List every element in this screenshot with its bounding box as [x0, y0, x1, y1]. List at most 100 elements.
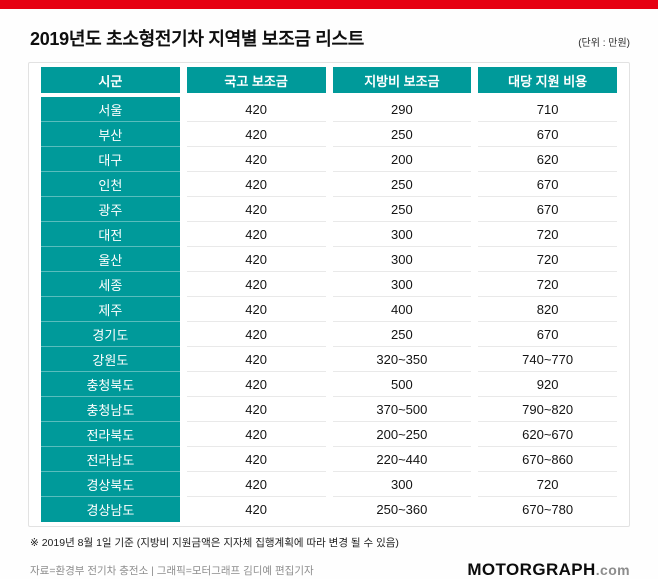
value-cell: 420: [186, 372, 326, 397]
footnote: ※ 2019년 8월 1일 기준 (지방비 지원금액은 지자체 집행계획에 따라…: [30, 537, 399, 549]
value-cell: 200~250: [332, 422, 472, 447]
value-cell: 420: [186, 422, 326, 447]
header-row: 시군 국고 보조금 지방비 보조금 대당 지원 비용: [41, 67, 617, 97]
value-cell: 400: [332, 297, 472, 322]
value-cell: 670: [478, 172, 617, 197]
table-row: 세종 420 300 720: [41, 272, 617, 297]
table-header: 시군 국고 보조금 지방비 보조금 대당 지원 비용: [41, 67, 617, 97]
region-cell: 부산: [41, 122, 180, 147]
header: 2019년도 초소형전기차 지역별 보조금 리스트 (단위 : 만원): [0, 9, 658, 62]
value-cell: 720: [478, 222, 617, 247]
value-cell: 300: [332, 247, 472, 272]
value-cell: 300: [332, 222, 472, 247]
table-row: 강원도 420 320~350 740~770: [41, 347, 617, 372]
value-cell: 670~780: [478, 497, 617, 522]
value-cell: 420: [186, 197, 326, 222]
value-cell: 250~360: [332, 497, 472, 522]
table-row: 경기도 420 250 670: [41, 322, 617, 347]
table-row: 인천 420 250 670: [41, 172, 617, 197]
table-row: 경상남도 420 250~360 670~780: [41, 497, 617, 522]
value-cell: 620: [478, 147, 617, 172]
table-row: 울산 420 300 720: [41, 247, 617, 272]
value-cell: 420: [186, 97, 326, 122]
value-cell: 290: [332, 97, 472, 122]
accent-bar: [0, 0, 658, 9]
table-row: 전라북도 420 200~250 620~670: [41, 422, 617, 447]
value-cell: 420: [186, 272, 326, 297]
value-cell: 250: [332, 197, 472, 222]
value-cell: 420: [186, 497, 326, 522]
column-header: 시군: [41, 67, 180, 97]
value-cell: 250: [332, 122, 472, 147]
value-cell: 370~500: [332, 397, 472, 422]
table-row: 부산 420 250 670: [41, 122, 617, 147]
region-cell: 제주: [41, 297, 180, 322]
region-cell: 경상남도: [41, 497, 180, 522]
page-title: 2019년도 초소형전기차 지역별 보조금 리스트: [30, 29, 365, 49]
region-cell: 세종: [41, 272, 180, 297]
value-cell: 220~440: [332, 447, 472, 472]
value-cell: 720: [478, 247, 617, 272]
table-row: 광주 420 250 670: [41, 197, 617, 222]
value-cell: 250: [332, 172, 472, 197]
table-row: 대전 420 300 720: [41, 222, 617, 247]
region-cell: 대구: [41, 147, 180, 172]
subsidy-table: 시군 국고 보조금 지방비 보조금 대당 지원 비용 서울 420 290 710 부산 420…: [34, 67, 624, 522]
region-cell: 강원도: [41, 347, 180, 372]
motorgraph-logo: MOTORGRAPH.com: [467, 560, 630, 580]
credits: 자료=환경부 전기차 충전소 | 그래픽=모터그래프 김디예 편집기자: [30, 564, 314, 577]
table-body: 서울 420 290 710 부산 420 250 670 대구 420 200 620 인천 420 25…: [41, 97, 617, 522]
table-row: 전라남도 420 220~440 670~860: [41, 447, 617, 472]
region-cell: 서울: [41, 97, 180, 122]
region-cell: 전라남도: [41, 447, 180, 472]
value-cell: 420: [186, 222, 326, 247]
value-cell: 420: [186, 297, 326, 322]
value-cell: 790~820: [478, 397, 617, 422]
table-row: 충청남도 420 370~500 790~820: [41, 397, 617, 422]
value-cell: 670: [478, 322, 617, 347]
value-cell: 920: [478, 372, 617, 397]
table-row: 제주 420 400 820: [41, 297, 617, 322]
column-header: 지방비 보조금: [332, 67, 472, 97]
value-cell: 420: [186, 322, 326, 347]
value-cell: 420: [186, 472, 326, 497]
value-cell: 300: [332, 272, 472, 297]
value-cell: 720: [478, 472, 617, 497]
region-cell: 인천: [41, 172, 180, 197]
value-cell: 710: [478, 97, 617, 122]
value-cell: 250: [332, 322, 472, 347]
region-cell: 대전: [41, 222, 180, 247]
logo-main-text: MOTORGRAPH: [467, 560, 596, 579]
table-row: 대구 420 200 620: [41, 147, 617, 172]
value-cell: 420: [186, 447, 326, 472]
table-row: 서울 420 290 710: [41, 97, 617, 122]
value-cell: 620~670: [478, 422, 617, 447]
region-cell: 경기도: [41, 322, 180, 347]
region-cell: 경상북도: [41, 472, 180, 497]
value-cell: 670: [478, 197, 617, 222]
value-cell: 300: [332, 472, 472, 497]
value-cell: 740~770: [478, 347, 617, 372]
table-row: 경상북도 420 300 720: [41, 472, 617, 497]
value-cell: 420: [186, 122, 326, 147]
value-cell: 720: [478, 272, 617, 297]
value-cell: 420: [186, 172, 326, 197]
subsidy-table-wrap: 시군 국고 보조금 지방비 보조금 대당 지원 비용 서울 420 290 710 부산 420…: [28, 62, 630, 527]
column-header: 대당 지원 비용: [478, 67, 617, 97]
logo-suffix-text: .com: [595, 562, 630, 578]
region-cell: 충청북도: [41, 372, 180, 397]
value-cell: 420: [186, 397, 326, 422]
value-cell: 670~860: [478, 447, 617, 472]
value-cell: 420: [186, 147, 326, 172]
value-cell: 500: [332, 372, 472, 397]
value-cell: 320~350: [332, 347, 472, 372]
value-cell: 420: [186, 347, 326, 372]
region-cell: 충청남도: [41, 397, 180, 422]
region-cell: 광주: [41, 197, 180, 222]
footer-row: 자료=환경부 전기차 충전소 | 그래픽=모터그래프 김디예 편집기자 MOTO…: [30, 560, 630, 580]
region-cell: 울산: [41, 247, 180, 272]
value-cell: 670: [478, 122, 617, 147]
region-cell: 전라북도: [41, 422, 180, 447]
value-cell: 820: [478, 297, 617, 322]
